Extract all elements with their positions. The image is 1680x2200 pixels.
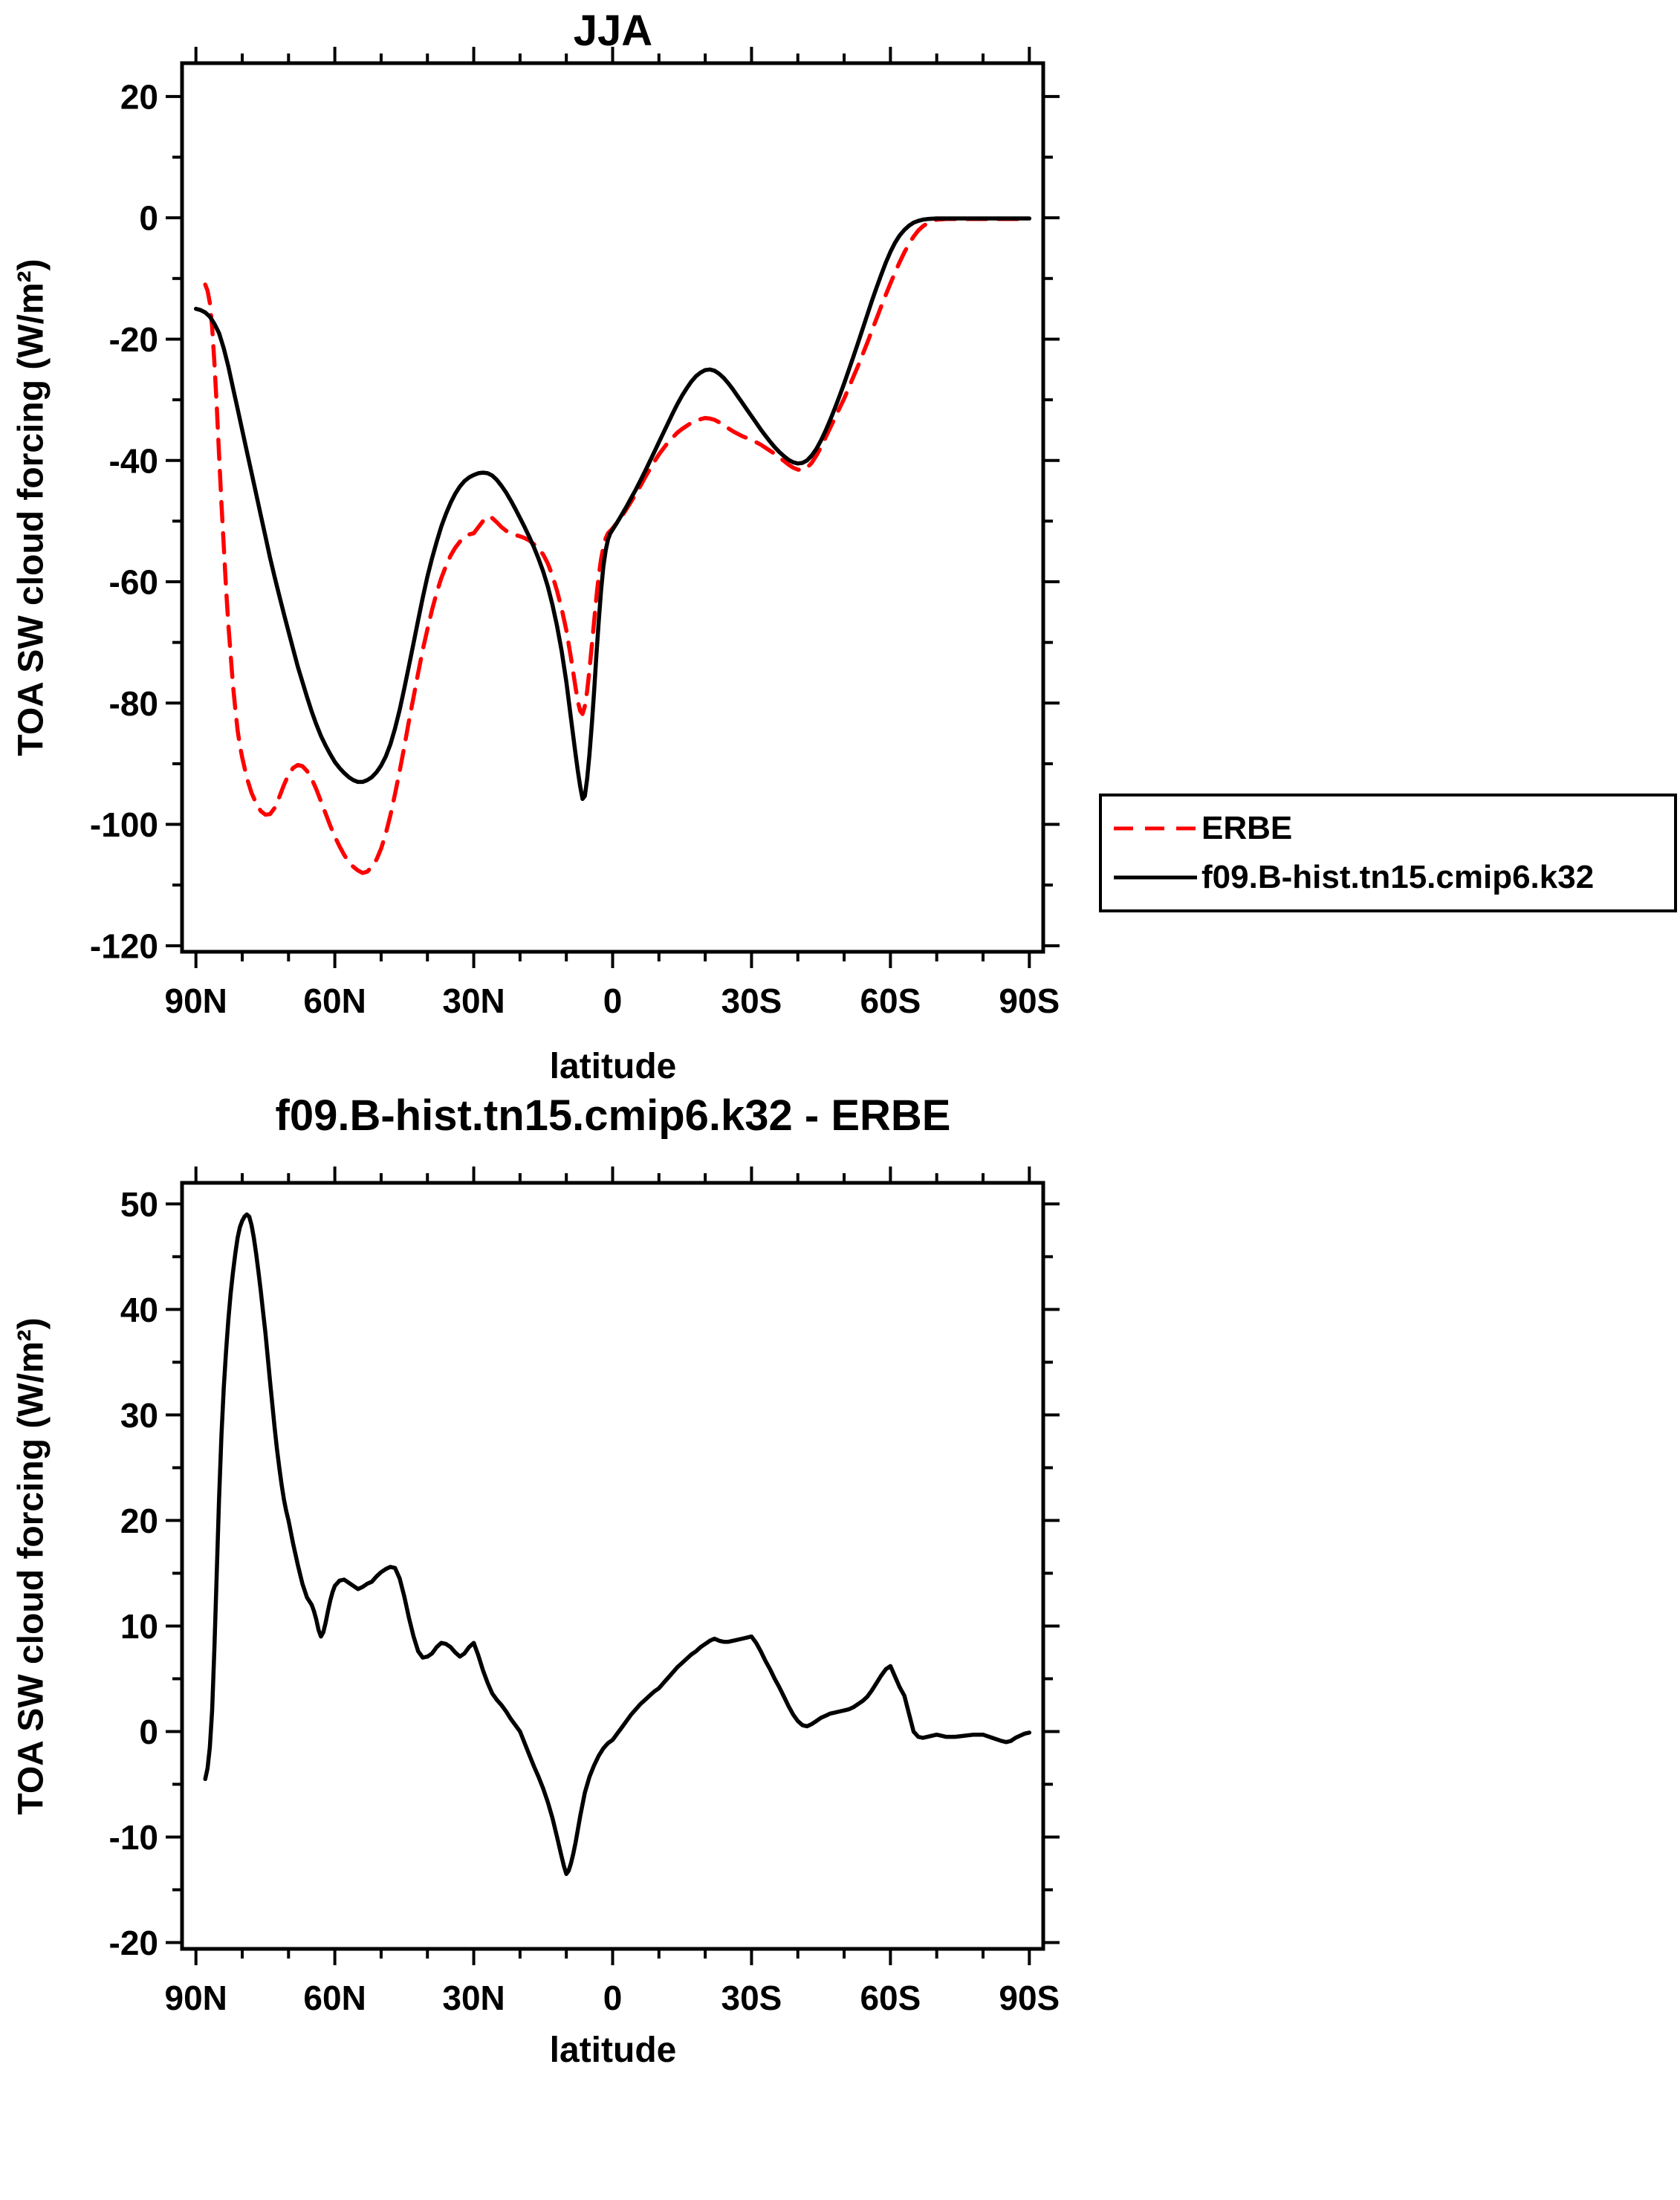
x-tick-label: 60N bbox=[303, 1979, 366, 2017]
y-tick-label: -20 bbox=[109, 1924, 158, 1962]
x-axis-label-bottom: latitude bbox=[549, 2031, 677, 2070]
y-tick-label: 30 bbox=[120, 1396, 158, 1435]
y-tick-label: -20 bbox=[109, 320, 158, 359]
x-tick-label: 60N bbox=[303, 981, 366, 1020]
y-tick-label: -120 bbox=[90, 927, 158, 965]
plot-frame bbox=[180, 1181, 1045, 1951]
y-axis-label-bottom: TOA SW cloud forcing (W/m²) bbox=[11, 1317, 51, 1815]
y-tick-label: -40 bbox=[109, 441, 158, 480]
y-tick-label: 0 bbox=[139, 199, 158, 238]
legend-item-erbe: ERBE bbox=[1114, 804, 1670, 853]
x-axis-label-top: latitude bbox=[549, 1047, 677, 1086]
plot-frame bbox=[180, 61, 1045, 954]
chart-1: 90N 60N 30N 0 30S 60S 90S 50 40 30 20 10 0 -10 -20 bbox=[109, 1166, 1060, 2017]
x-tick-label: 30S bbox=[721, 981, 782, 1020]
series-line-f09-b-hist-tn15-cmip6-k32-erbe bbox=[203, 1212, 1032, 1876]
series-line-f09-b-hist-tn15-cmip6-k32 bbox=[193, 216, 1032, 802]
y-tick-label: 20 bbox=[120, 1502, 158, 1540]
x-tick-label: 90N bbox=[164, 981, 227, 1020]
y-tick-label: 20 bbox=[120, 77, 158, 116]
legend: ERBE f09.B-hist.tn15.cmip6.k32 bbox=[1099, 794, 1677, 912]
x-tick-label: 0 bbox=[603, 981, 623, 1020]
x-tick-label: 60S bbox=[860, 981, 921, 1020]
y-tick-label: -80 bbox=[109, 684, 158, 723]
x-tick-label: 0 bbox=[603, 1979, 623, 2017]
chart-title-top: JJA bbox=[573, 7, 653, 55]
y-axis-label-top: TOA SW cloud forcing (W/m²) bbox=[11, 259, 51, 756]
x-tick-label: 90S bbox=[999, 981, 1060, 1020]
x-tick-label: 90S bbox=[999, 1979, 1060, 2017]
chart-0: 90N 60N 30N 0 30S 60S 90S 20 0 -20 -40 -60 -80 -100 -1… bbox=[90, 47, 1060, 1020]
y-tick-label: -10 bbox=[109, 1818, 158, 1857]
y-tick-label: 10 bbox=[120, 1607, 158, 1646]
y-tick-label: -100 bbox=[90, 805, 158, 844]
y-tick-label: 50 bbox=[120, 1185, 158, 1224]
legend-label-erbe: ERBE bbox=[1201, 810, 1293, 846]
legend-line-sample-model bbox=[1114, 875, 1197, 880]
x-tick-label: 60S bbox=[860, 1979, 921, 2017]
legend-label-model: f09.B-hist.tn15.cmip6.k32 bbox=[1201, 859, 1595, 895]
x-tick-label: 90N bbox=[164, 1979, 227, 2017]
legend-line-sample-erbe bbox=[1114, 826, 1197, 831]
y-tick-label: 0 bbox=[139, 1713, 158, 1751]
legend-item-model: f09.B-hist.tn15.cmip6.k32 bbox=[1114, 853, 1670, 902]
y-tick-label: 40 bbox=[120, 1291, 158, 1329]
x-tick-label: 30N bbox=[442, 1979, 505, 2017]
chart-title-bottom: f09.B-hist.tn15.cmip6.k32 - ERBE bbox=[275, 1091, 951, 1140]
x-tick-label: 30N bbox=[442, 981, 505, 1020]
y-tick-label: -60 bbox=[109, 563, 158, 602]
x-tick-label: 30S bbox=[721, 1979, 782, 2017]
series-line-erbe bbox=[203, 217, 1032, 875]
